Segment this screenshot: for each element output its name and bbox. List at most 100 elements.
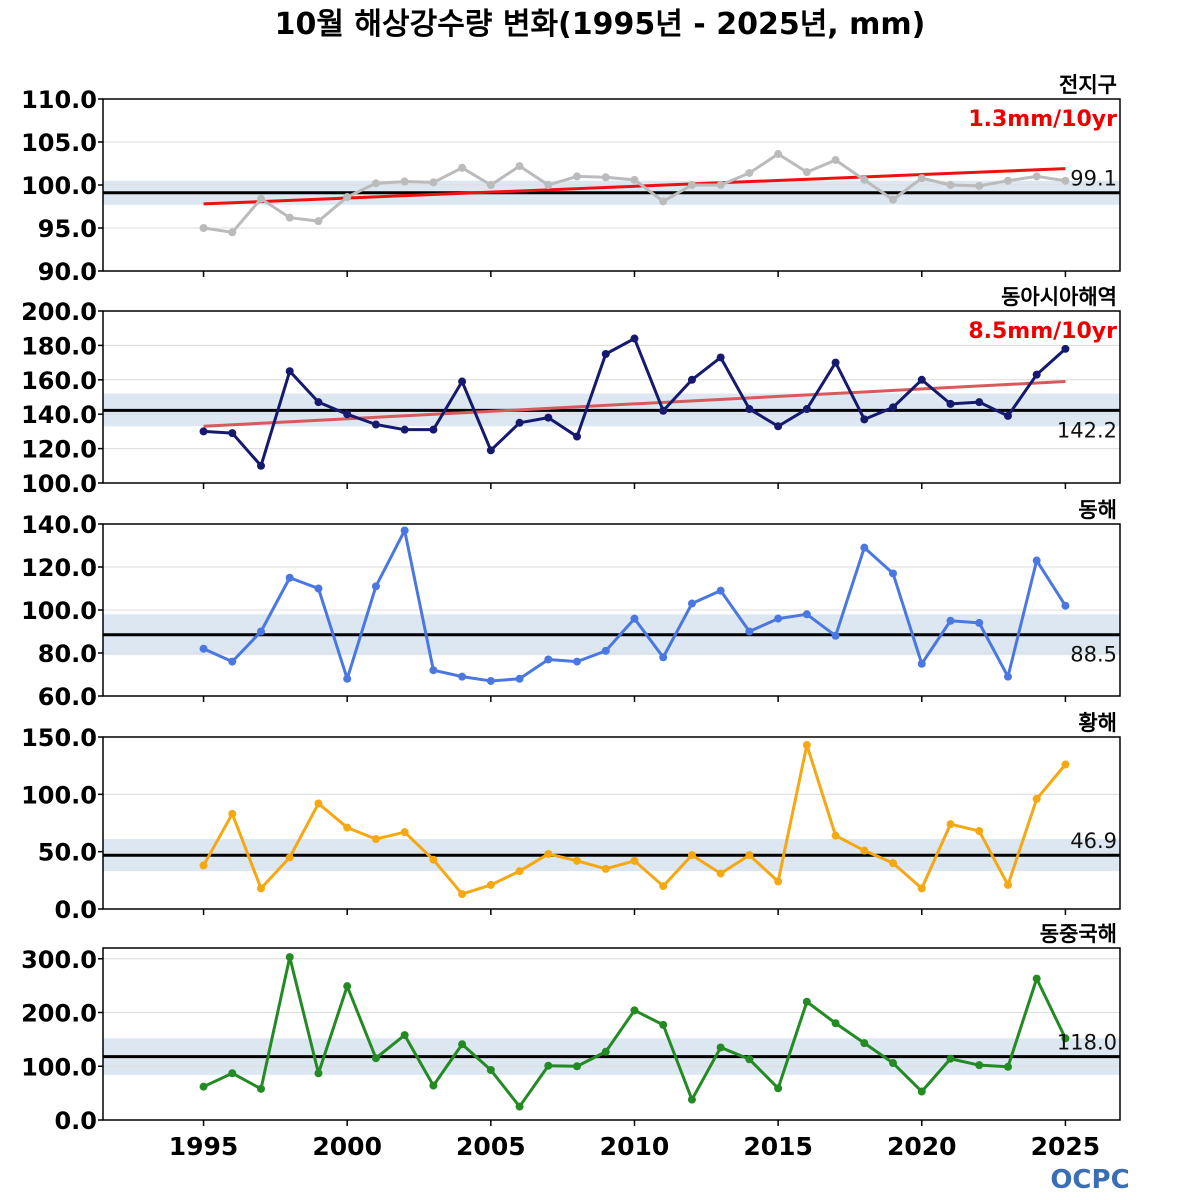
data-point (285, 213, 294, 222)
data-point (486, 181, 495, 189)
data-point (774, 150, 783, 159)
data-point (889, 859, 898, 868)
panel-label: 동해 (1078, 498, 1117, 522)
data-point (774, 877, 783, 886)
data-point (400, 425, 409, 434)
data-point (831, 831, 840, 840)
data-point (659, 1020, 668, 1029)
series-line (202, 528, 1067, 683)
data-point (314, 799, 323, 808)
data-point (745, 627, 754, 636)
data-point (371, 835, 380, 844)
data-point (544, 655, 553, 664)
data-point (199, 861, 208, 870)
panel-label: 동중국해 (1040, 922, 1117, 946)
data-point (1061, 601, 1070, 610)
data-point (285, 853, 294, 862)
mean-value-label: 99.1 (1070, 167, 1117, 191)
data-point (802, 741, 811, 750)
data-point (975, 398, 984, 407)
data-point (889, 195, 898, 204)
data-point (486, 1066, 495, 1075)
x-tick-label: 2010 (600, 1132, 670, 1161)
data-point (601, 864, 610, 873)
data-point (687, 181, 696, 189)
mean-value-label: 142.2 (1057, 418, 1117, 442)
data-point (228, 228, 237, 237)
data-point (860, 175, 869, 184)
data-point (257, 1084, 266, 1093)
panel-frame (102, 98, 1121, 272)
series-line (202, 955, 1067, 1109)
data-point (687, 599, 696, 608)
y-tick-label: 95.0 (38, 215, 97, 243)
data-point (486, 446, 495, 455)
data-point (659, 653, 668, 662)
data-point (716, 1043, 725, 1052)
data-point (1003, 880, 1012, 889)
data-point (1032, 172, 1041, 181)
data-point (860, 1039, 869, 1048)
y-tick-label: 100.0 (21, 172, 97, 200)
data-point (400, 526, 409, 535)
data-point (889, 1059, 898, 1068)
data-point (199, 644, 208, 653)
trend-label: 1.3mm/10yr (968, 107, 1117, 132)
panel-label: 전지구 (1059, 73, 1117, 97)
data-point (601, 173, 610, 182)
data-point (371, 582, 380, 591)
data-point (371, 420, 380, 429)
data-point (946, 181, 955, 189)
data-point (802, 997, 811, 1006)
data-point (199, 427, 208, 436)
data-point (343, 193, 352, 202)
ocpc-logo: OCPC (1050, 1165, 1129, 1195)
data-point (429, 1081, 438, 1090)
data-point (257, 884, 266, 893)
data-point (486, 676, 495, 685)
data-point (1061, 1034, 1070, 1043)
data-point (687, 1095, 696, 1104)
y-tick-label: 80.0 (38, 640, 97, 668)
data-point (573, 1062, 582, 1071)
y-tick-label: 100.0 (21, 781, 97, 809)
data-point (199, 224, 208, 232)
data-point (228, 429, 237, 438)
data-point (257, 461, 266, 470)
data-point (515, 162, 524, 171)
data-point (774, 614, 783, 623)
y-tick-label: 100.0 (21, 470, 97, 498)
data-point (687, 851, 696, 860)
data-point (917, 884, 926, 893)
data-point (630, 175, 639, 184)
data-point (1003, 672, 1012, 681)
data-point (889, 569, 898, 578)
data-point (601, 350, 610, 358)
y-tick-label: 180.0 (21, 332, 97, 360)
trend-line (203, 380, 1066, 428)
mean-value-label: 46.9 (1070, 829, 1117, 853)
y-tick-label: 300.0 (21, 946, 97, 974)
data-point (400, 1031, 409, 1040)
data-point (975, 618, 984, 627)
data-point (946, 399, 955, 408)
data-point (573, 657, 582, 666)
data-point (745, 851, 754, 860)
trend-label: 8.5mm/10yr (968, 319, 1117, 344)
data-point (228, 809, 237, 818)
data-point (917, 659, 926, 668)
data-point (975, 827, 984, 836)
data-point (515, 674, 524, 683)
panel-frame (102, 736, 1121, 910)
data-point (285, 367, 294, 376)
panel-frame (102, 523, 1121, 697)
data-point (228, 657, 237, 666)
data-point (199, 1082, 208, 1091)
data-point (1003, 411, 1012, 420)
panel-0: 110.0 105.0 100.0 95.0 90.0 전지구 1.3mm/10yr 99.1 (21, 73, 1121, 286)
data-point (573, 856, 582, 865)
data-point (889, 403, 898, 412)
data-point (573, 172, 582, 181)
panel-2: 140.0 120.0 100.0 80.0 60.0 동해 88.5 (21, 498, 1121, 711)
